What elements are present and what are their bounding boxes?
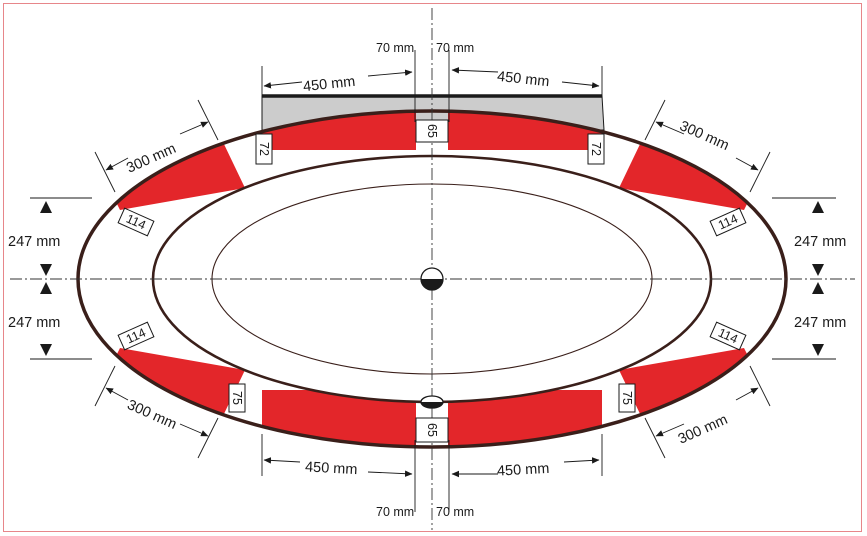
- svg-text:75: 75: [230, 391, 244, 405]
- svg-text:65: 65: [425, 423, 439, 437]
- dim-bottom-right-70: 70 mm: [436, 505, 474, 519]
- box-lower-right: 114: [709, 321, 747, 351]
- dim-right-lower-247: 247 mm: [794, 315, 846, 331]
- box-upper-right: 114: [709, 207, 747, 237]
- box-upper-left: 114: [117, 207, 155, 237]
- dim-lower-left-300: 300 mm: [125, 397, 179, 433]
- dim-top-right-450: 450 mm: [496, 69, 550, 90]
- dim-top-left-450: 450 mm: [302, 74, 356, 95]
- dim-top-right-70: 70 mm: [436, 41, 474, 55]
- dim-left-upper-247: 247 mm: [8, 234, 60, 250]
- dim-bottom-left-70: 70 mm: [376, 505, 414, 519]
- drawing-frame: [3, 3, 862, 532]
- drain-icon: [420, 267, 444, 291]
- svg-text:72: 72: [257, 142, 271, 156]
- dim-lower-right-300: 300 mm: [676, 412, 730, 448]
- box-bottom-left: 75: [228, 383, 246, 413]
- dim-right-upper-247: 247 mm: [794, 234, 846, 250]
- box-lower-left: 114: [117, 321, 155, 351]
- dim-left-lower-247: 247 mm: [8, 315, 60, 331]
- zone-lower-left: [100, 348, 245, 418]
- box-top-left: 72: [255, 133, 273, 165]
- svg-text:65: 65: [425, 124, 439, 138]
- dim-upper-right-300: 300 mm: [677, 118, 731, 154]
- box-bottom-center: 65: [415, 417, 449, 443]
- zone-lower-right: [619, 348, 764, 418]
- svg-text:75: 75: [620, 391, 634, 405]
- zone-upper-left: [100, 140, 245, 210]
- dim-bottom-left-450: 450 mm: [305, 459, 358, 478]
- dim-top-left-70: 70 mm: [376, 41, 414, 55]
- box-bottom-right: 75: [618, 383, 636, 413]
- svg-text:72: 72: [589, 142, 603, 156]
- zone-upper-right: [619, 140, 764, 210]
- dim-bottom-right-450: 450 mm: [497, 461, 550, 480]
- box-top-right: 72: [587, 133, 605, 165]
- overflow-icon: [420, 395, 444, 409]
- box-top-center: 65: [415, 119, 449, 143]
